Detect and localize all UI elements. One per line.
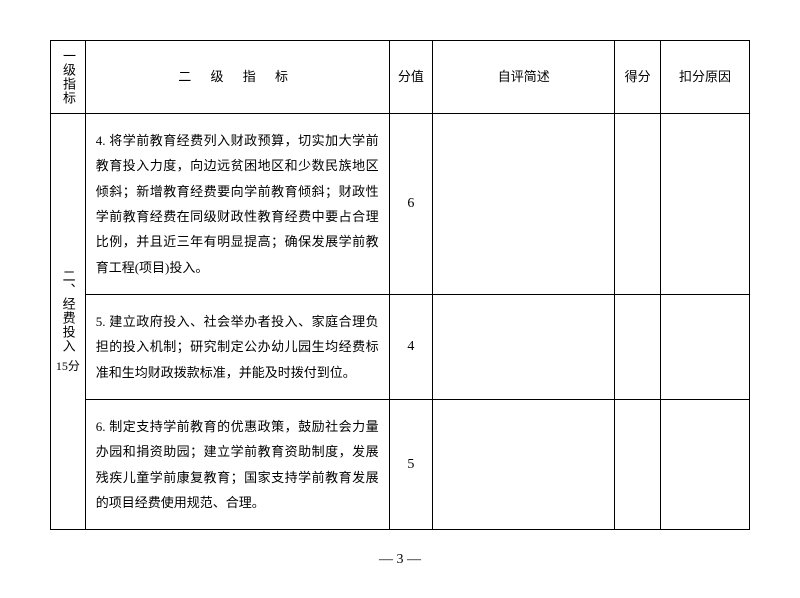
selfeval-cell <box>433 114 615 295</box>
level1-subtitle: 15分 <box>56 357 80 375</box>
score-cell: 6 <box>389 114 432 295</box>
gotscore-cell <box>615 400 661 530</box>
header-level1: 一级指标 <box>51 41 86 114</box>
level2-cell: 6. 制定支持学前教育的优惠政策，鼓励社会力量办园和捐资助园；建立学前教育资助制… <box>85 400 389 530</box>
header-reason: 扣分原因 <box>660 41 749 114</box>
score-cell: 4 <box>389 295 432 400</box>
table-row: 5. 建立政府投入、社会举办者投入、家庭合理负担的投入机制；研究制定公办幼儿园生… <box>51 295 750 400</box>
table-row: 6. 制定支持学前教育的优惠政策，鼓励社会力量办园和捐资助园；建立学前教育资助制… <box>51 400 750 530</box>
level2-cell: 4. 将学前教育经费列入财政预算，切实加大学前教育投入力度，向边远贫困地区和少数… <box>85 114 389 295</box>
header-selfeval: 自评简述 <box>433 41 615 114</box>
level1-title: 二、经费投入 <box>58 269 78 353</box>
reason-cell <box>660 400 749 530</box>
table-header-row: 一级指标 二 级 指 标 分值 自评简述 得分 扣分原因 <box>51 41 750 114</box>
selfeval-cell <box>433 295 615 400</box>
header-score: 分值 <box>389 41 432 114</box>
selfeval-cell <box>433 400 615 530</box>
level1-inner: 二、经费投入 15分 <box>53 269 83 375</box>
header-gotscore: 得分 <box>615 41 661 114</box>
table-row: 二、经费投入 15分 4. 将学前教育经费列入财政预算，切实加大学前教育投入力度… <box>51 114 750 295</box>
reason-cell <box>660 114 749 295</box>
score-cell: 5 <box>389 400 432 530</box>
page-container: 一级指标 二 级 指 标 分值 自评简述 得分 扣分原因 二、经费投入 15分 <box>50 40 750 568</box>
level2-cell: 5. 建立政府投入、社会举办者投入、家庭合理负担的投入机制；研究制定公办幼儿园生… <box>85 295 389 400</box>
gotscore-cell <box>615 114 661 295</box>
header-level2: 二 级 指 标 <box>85 41 389 114</box>
reason-cell <box>660 295 749 400</box>
header-level1-text: 一级指标 <box>59 49 77 105</box>
page-number: — 3 — <box>50 552 750 568</box>
gotscore-cell <box>615 295 661 400</box>
level1-cell: 二、经费投入 15分 <box>51 114 86 530</box>
evaluation-table: 一级指标 二 级 指 标 分值 自评简述 得分 扣分原因 二、经费投入 15分 <box>50 40 750 530</box>
header-level2-text: 二 级 指 标 <box>178 69 296 84</box>
